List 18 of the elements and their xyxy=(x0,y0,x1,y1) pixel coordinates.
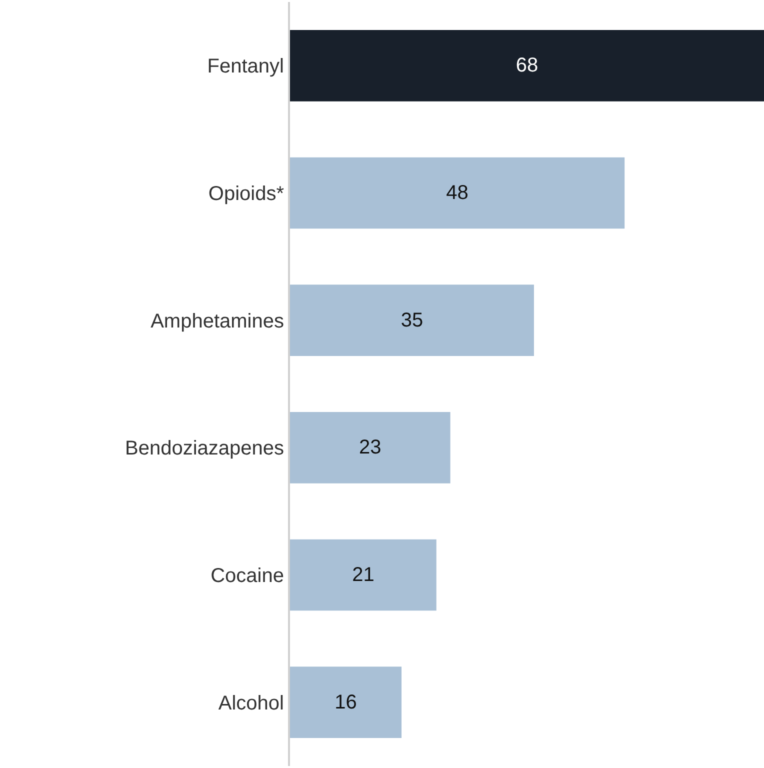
y-tick-label: Cocaine xyxy=(210,565,284,587)
y-tick-label: Opioids* xyxy=(208,183,284,205)
data-label: 48 xyxy=(446,182,468,204)
bar xyxy=(290,284,534,356)
data-label: 23 xyxy=(359,436,382,459)
y-tick-label: Bendoziazapenes xyxy=(124,438,284,460)
bar xyxy=(290,412,450,484)
data-label: 21 xyxy=(352,564,374,586)
y-tick-label: Amphetamines xyxy=(150,310,284,332)
bar xyxy=(290,539,436,611)
data-label: 68 xyxy=(516,54,538,77)
data-label: 16 xyxy=(334,691,357,714)
bar xyxy=(290,30,764,102)
y-tick-label: Alcohol xyxy=(218,692,284,714)
y-tick-label: Fentanyl xyxy=(207,56,284,78)
bar xyxy=(290,157,625,229)
bar xyxy=(290,666,402,738)
data-label: 35 xyxy=(400,309,424,332)
